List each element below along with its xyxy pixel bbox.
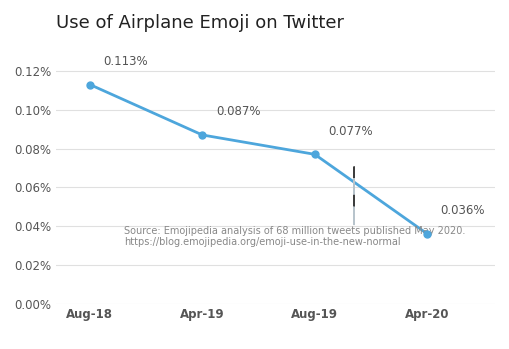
Point (198, 132, 206, 138)
Text: 0.113%: 0.113% (103, 55, 148, 68)
Point (422, 231, 431, 237)
Text: 0.077%: 0.077% (328, 125, 372, 138)
Text: Use of Airplane Emoji on Twitter: Use of Airplane Emoji on Twitter (56, 14, 344, 32)
Text: 0.087%: 0.087% (215, 105, 260, 118)
Text: Source: Emojipedia analysis of 68 million tweets published May 2020.
https://blo: Source: Emojipedia analysis of 68 millio… (124, 226, 465, 247)
Point (310, 151, 318, 157)
Text: 0.036%: 0.036% (440, 205, 484, 217)
Point (86, 82, 94, 87)
